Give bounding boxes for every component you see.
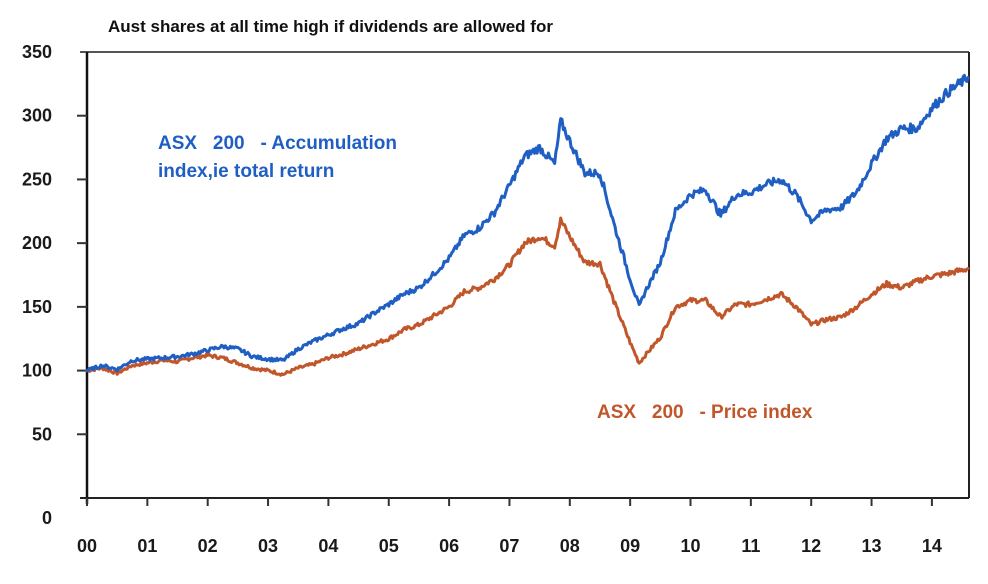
x-tick-label: 13 bbox=[862, 536, 882, 556]
y-axis: 0 50 100 150 200 250 300 350 bbox=[22, 42, 87, 528]
y-tick-label: 100 bbox=[22, 361, 52, 381]
y-tick-label: 300 bbox=[22, 106, 52, 126]
plot-area bbox=[80, 51, 970, 504]
chart-title: Aust shares at all time high if dividend… bbox=[108, 17, 553, 36]
x-tick-label: 11 bbox=[741, 536, 760, 556]
x-tick-label: 14 bbox=[922, 536, 942, 556]
y-tick-label: 50 bbox=[32, 424, 52, 444]
series-layer bbox=[85, 73, 970, 377]
x-tick-label: 12 bbox=[801, 536, 821, 556]
y-tick-label: 0 bbox=[42, 508, 52, 528]
x-tick-label: 05 bbox=[379, 536, 399, 556]
series-line-price bbox=[85, 216, 970, 377]
y-tick-label: 150 bbox=[22, 297, 52, 317]
x-axis: 00 01 02 03 04 05 06 07 08 09 10 11 12 13 14 bbox=[77, 498, 942, 556]
x-tick-label: 09 bbox=[620, 536, 640, 556]
x-tick-label: 01 bbox=[137, 536, 157, 556]
y-tick-label: 250 bbox=[22, 169, 52, 189]
x-tick-label: 04 bbox=[318, 536, 338, 556]
x-tick-label: 10 bbox=[680, 536, 700, 556]
y-tick-label: 200 bbox=[22, 233, 52, 253]
x-tick-label: 02 bbox=[198, 536, 218, 556]
x-tick-label: 00 bbox=[77, 536, 97, 556]
y-tick-label: 350 bbox=[22, 42, 52, 62]
annotation-accumulation-line1: ASX 200 - Accumulation bbox=[158, 133, 397, 154]
x-tick-label: 03 bbox=[258, 536, 278, 556]
x-tick-label: 06 bbox=[439, 536, 459, 556]
series-line-accumulation bbox=[85, 73, 970, 373]
x-tick-label: 08 bbox=[560, 536, 580, 556]
annotation-accumulation-line2: index,ie total return bbox=[158, 161, 334, 182]
annotation-price: ASX 200 - Price index bbox=[597, 402, 813, 423]
x-tick-label: 07 bbox=[499, 536, 519, 556]
